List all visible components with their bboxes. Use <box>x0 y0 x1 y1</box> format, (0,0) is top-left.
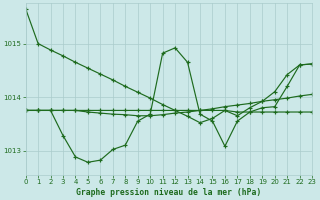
X-axis label: Graphe pression niveau de la mer (hPa): Graphe pression niveau de la mer (hPa) <box>76 188 261 197</box>
